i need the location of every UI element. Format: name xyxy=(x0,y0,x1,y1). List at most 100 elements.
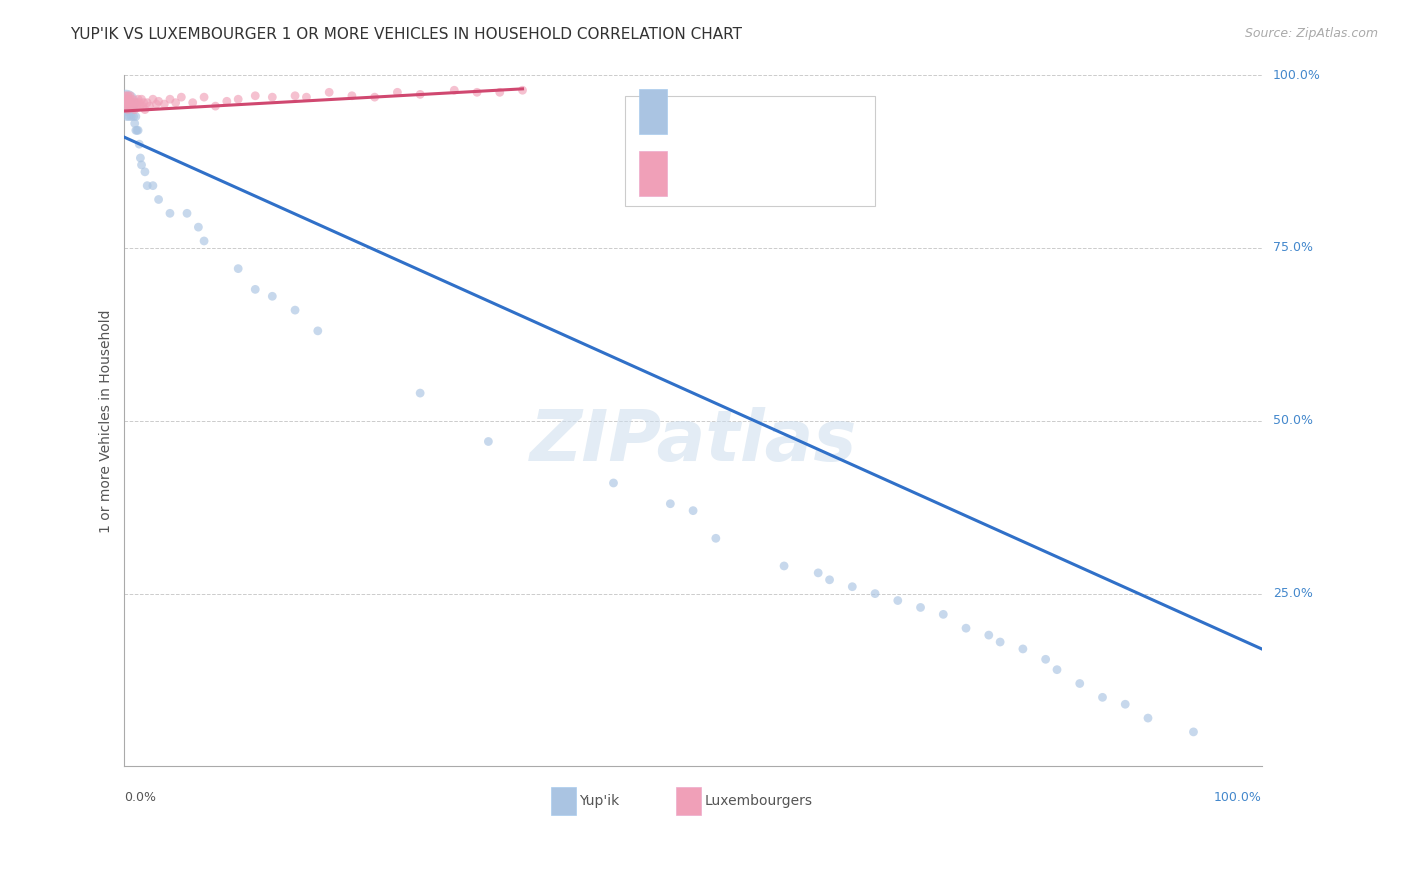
Point xyxy=(181,95,204,110)
Point xyxy=(131,158,153,172)
Point xyxy=(841,580,863,594)
Point xyxy=(226,261,249,276)
Point xyxy=(121,99,143,113)
Point xyxy=(134,103,156,117)
Point xyxy=(117,95,139,110)
Point xyxy=(117,95,139,110)
Point xyxy=(932,607,955,622)
Bar xyxy=(676,788,702,815)
Point xyxy=(887,593,910,607)
Point xyxy=(159,92,181,106)
Text: 25.0%: 25.0% xyxy=(1272,587,1313,600)
Text: ZIPatlas: ZIPatlas xyxy=(530,407,856,476)
Bar xyxy=(551,788,576,815)
Point xyxy=(120,99,142,113)
Point xyxy=(477,434,499,449)
Point xyxy=(120,95,142,110)
Point xyxy=(128,95,150,110)
Text: N = 59: N = 59 xyxy=(769,104,821,119)
Point xyxy=(115,99,138,113)
Point xyxy=(1114,698,1136,712)
Point xyxy=(127,92,149,106)
Point xyxy=(148,193,170,207)
Point xyxy=(136,178,159,193)
Point xyxy=(122,95,145,110)
Text: -0.805: -0.805 xyxy=(709,104,759,119)
Point xyxy=(118,95,141,110)
Point xyxy=(145,97,167,112)
Point xyxy=(245,88,267,103)
Point xyxy=(120,103,142,117)
Point xyxy=(148,95,170,109)
Bar xyxy=(638,151,666,196)
Text: 50.0%: 50.0% xyxy=(1272,414,1313,427)
Point xyxy=(121,103,143,117)
Y-axis label: 1 or more Vehicles in Household: 1 or more Vehicles in Household xyxy=(100,309,114,533)
Point xyxy=(682,503,704,517)
Point xyxy=(125,123,148,137)
Text: Yup'ik: Yup'ik xyxy=(579,794,620,808)
Point xyxy=(1091,690,1114,705)
Point xyxy=(142,178,165,193)
Point xyxy=(125,95,148,110)
Point xyxy=(318,85,340,99)
Point xyxy=(120,95,142,110)
Point xyxy=(1069,676,1091,690)
Point xyxy=(115,103,138,117)
Point xyxy=(295,90,318,104)
Text: 0.426: 0.426 xyxy=(709,167,758,180)
Point xyxy=(115,92,138,106)
Point xyxy=(127,123,149,137)
Point xyxy=(818,573,841,587)
Point xyxy=(245,282,267,296)
Point xyxy=(910,600,932,615)
Point xyxy=(409,386,432,401)
Point xyxy=(118,99,141,113)
Text: 0.0%: 0.0% xyxy=(125,791,156,805)
Point xyxy=(955,621,977,635)
Text: 100.0%: 100.0% xyxy=(1213,791,1261,805)
Point xyxy=(131,92,153,106)
Point xyxy=(153,97,176,112)
Point xyxy=(863,586,886,600)
Point xyxy=(284,303,307,318)
Point xyxy=(136,95,159,110)
Point xyxy=(124,103,146,117)
Point xyxy=(262,90,284,104)
Point xyxy=(187,220,209,235)
Point xyxy=(226,92,249,106)
Point xyxy=(465,85,488,99)
Point xyxy=(1182,725,1205,739)
Point xyxy=(363,90,385,104)
Point xyxy=(117,103,139,117)
Point xyxy=(120,88,142,103)
Text: Source: ZipAtlas.com: Source: ZipAtlas.com xyxy=(1244,27,1378,40)
Point xyxy=(807,566,830,580)
Point xyxy=(773,558,796,573)
Point xyxy=(131,99,153,113)
Point xyxy=(204,99,226,113)
Point xyxy=(122,110,145,124)
Point xyxy=(262,289,284,303)
Point xyxy=(128,137,150,152)
Point xyxy=(1046,663,1069,677)
Bar xyxy=(624,95,875,206)
Point xyxy=(284,88,307,103)
Text: R =: R = xyxy=(676,104,706,119)
Point xyxy=(114,95,136,110)
Point xyxy=(512,83,534,97)
Point xyxy=(704,531,727,545)
Text: Luxembourgers: Luxembourgers xyxy=(704,794,813,808)
Point xyxy=(114,95,136,110)
Text: R =: R = xyxy=(676,167,706,180)
Point xyxy=(129,99,152,113)
Point xyxy=(1136,711,1159,725)
Point xyxy=(977,628,1000,642)
Point xyxy=(170,90,193,104)
Point xyxy=(138,99,160,113)
Point xyxy=(132,95,155,110)
Point xyxy=(129,151,152,165)
Point xyxy=(1012,642,1035,657)
Point xyxy=(118,92,141,106)
Point xyxy=(118,110,141,124)
